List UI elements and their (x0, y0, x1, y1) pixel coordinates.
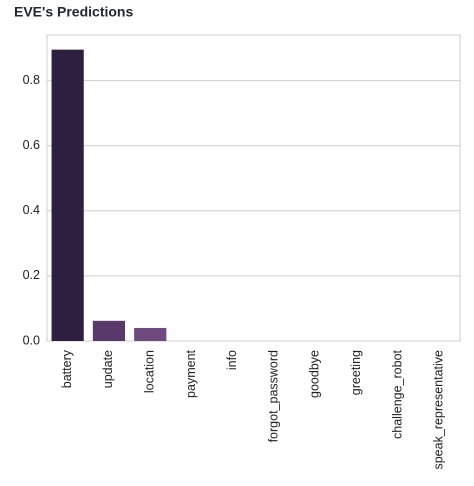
x-tick-label: greeting (349, 350, 363, 395)
x-tick-label: update (101, 350, 115, 388)
x-tick-label: speak_representative (432, 350, 446, 470)
x-tick-label: forgot_password (266, 350, 280, 442)
y-tick-label: 0.8 (23, 73, 40, 87)
x-tick-label: battery (60, 349, 74, 388)
y-tick-label: 0.4 (23, 203, 40, 217)
bar (51, 49, 84, 342)
x-tick-label: location (143, 350, 157, 393)
chart-title: EVE's Predictions (14, 4, 133, 20)
plot-frame (46, 34, 461, 342)
y-tick-label: 0.6 (23, 138, 40, 152)
y-tick-label: 0.2 (23, 268, 40, 282)
x-tick-label: goodbye (308, 350, 322, 398)
x-tick-label: payment (184, 349, 198, 397)
bar (92, 320, 126, 341)
bar (134, 327, 167, 341)
x-tick-label: info (225, 350, 239, 370)
x-tick-label: challenge_robot (390, 349, 404, 438)
y-tick-label: 0.0 (23, 333, 40, 347)
